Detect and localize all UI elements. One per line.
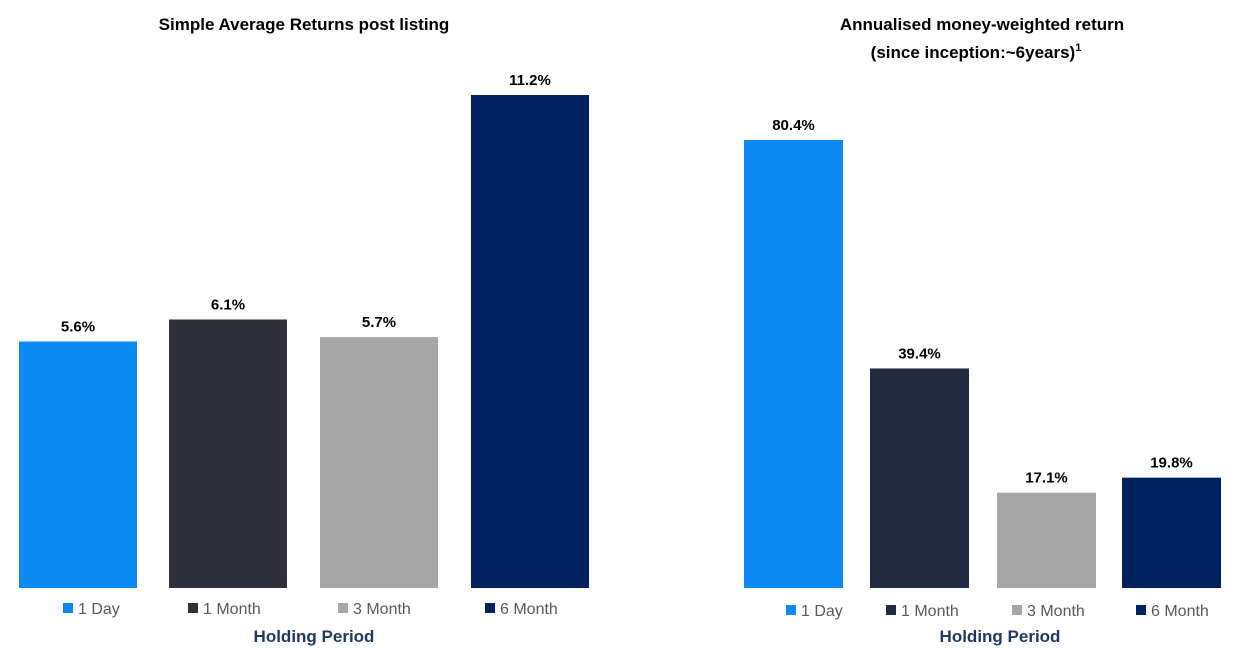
right-bar-6-month <box>1122 477 1221 588</box>
left-legend-label-1-month: 1 Month <box>203 601 261 618</box>
right-legend-swatch-3-month <box>1012 605 1022 615</box>
left-data-label-1-day: 5.6% <box>61 319 95 336</box>
left-data-label-3-month: 5.7% <box>362 314 396 331</box>
right-chart-title: Annualised money-weighted return <box>840 15 1124 34</box>
right-legend-label-1-month: 1 Month <box>901 603 959 620</box>
left-bar-3-month <box>320 337 438 588</box>
right-legend-label-1-day: 1 Day <box>801 603 843 620</box>
right-x-axis-label: Holding Period <box>940 627 1061 646</box>
left-legend-swatch-1-month <box>188 603 198 613</box>
right-bars <box>744 140 1221 588</box>
right-data-label-3-month: 17.1% <box>1025 470 1068 487</box>
left-x-axis-label: Holding Period <box>254 627 375 646</box>
right-legend-swatch-1-day <box>786 605 796 615</box>
right-bar-1-day <box>744 140 843 588</box>
right-legend-label-6-month: 6 Month <box>1151 603 1209 620</box>
left-bar-1-day <box>19 341 137 588</box>
right-legend-swatch-6-month <box>1136 605 1146 615</box>
right-bar-3-month <box>997 492 1096 588</box>
left-legend-swatch-1-day <box>63 603 73 613</box>
left-legend-swatch-6-month <box>485 603 495 613</box>
left-chart-title: Simple Average Returns post listing <box>159 15 450 34</box>
right-legend: 1 Day 1 Month 3 Month 6 Month <box>786 603 1209 620</box>
left-bar-1-month <box>169 319 287 588</box>
right-data-label-1-day: 80.4% <box>772 117 815 134</box>
right-chart-subtitle: (since inception:~6years)1 <box>871 42 1082 62</box>
left-bar-6-month <box>471 95 589 588</box>
right-legend-swatch-1-month <box>886 605 896 615</box>
left-data-label-1-month: 6.1% <box>211 296 245 313</box>
left-legend-label-3-month: 3 Month <box>353 601 411 618</box>
left-legend-swatch-3-month <box>338 603 348 613</box>
left-legend-label-1-day: 1 Day <box>78 601 120 618</box>
right-chart-subtitle-text: (since inception:~6years) <box>871 43 1076 62</box>
left-data-label-6-month: 11.2% <box>509 72 551 89</box>
left-bars <box>19 95 589 588</box>
left-legend: 1 Day 1 Month 3 Month 6 Month <box>63 601 558 618</box>
left-chart: Simple Average Returns post listing 5.6%… <box>19 15 589 646</box>
right-chart-subtitle-superscript: 1 <box>1075 42 1081 54</box>
right-data-label-6-month: 19.8% <box>1150 455 1193 472</box>
left-data-labels: 5.6% 6.1% 5.7% 11.2% <box>61 72 551 336</box>
right-bar-1-month <box>870 368 969 588</box>
left-legend-label-6-month: 6 Month <box>500 601 558 618</box>
right-data-labels: 80.4% 39.4% 17.1% 19.8% <box>772 117 1193 487</box>
right-chart: Annualised money-weighted return (since … <box>744 15 1221 646</box>
right-data-label-1-month: 39.4% <box>898 345 941 362</box>
right-legend-label-3-month: 3 Month <box>1027 603 1085 620</box>
